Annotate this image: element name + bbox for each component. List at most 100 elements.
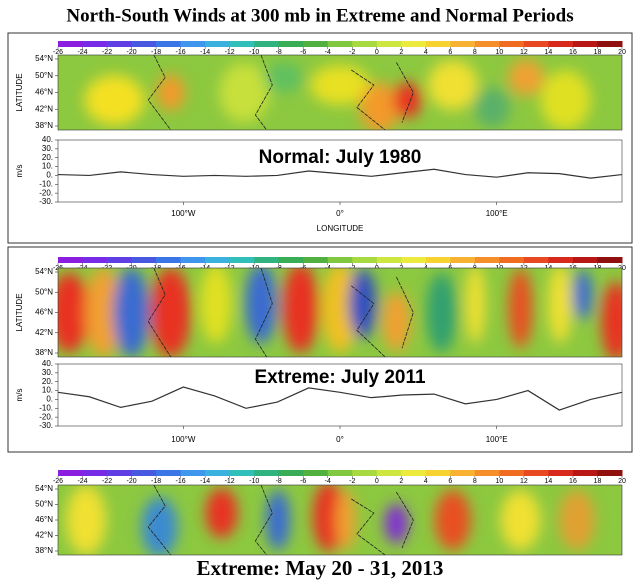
colorbar-segment	[156, 41, 182, 47]
colorbar-segment	[156, 470, 182, 476]
wind-cell	[312, 485, 345, 552]
y-tick-label: -20.	[39, 412, 53, 421]
y-tick-label: -10.	[39, 179, 53, 188]
colorbar-segment	[180, 257, 206, 263]
lat-label: 46°N	[35, 515, 53, 524]
lat-label: 50°N	[35, 500, 53, 509]
x-tick-label: 100°W	[171, 435, 196, 444]
colorbar-label: 4	[424, 478, 428, 485]
colorbar-label: -18	[151, 49, 161, 56]
colorbar-segment	[572, 257, 598, 263]
lat-label: 38°N	[35, 348, 53, 357]
lat-label: 50°N	[35, 71, 53, 80]
wind-cell	[572, 269, 593, 320]
caption: Extreme: May 20 - 31, 2013	[197, 556, 444, 580]
colorbar-label: -16	[176, 49, 186, 56]
colorbar-label: 20	[618, 49, 626, 56]
colorbar-segment	[499, 41, 525, 47]
colorbar-label: -4	[325, 478, 331, 485]
colorbar-segment	[450, 257, 476, 263]
wind-cell	[263, 62, 304, 93]
colorbar-segment	[180, 470, 206, 476]
lat-label: 54°N	[35, 54, 53, 63]
colorbar-label: -8	[276, 478, 282, 485]
colorbar-segment	[131, 41, 157, 47]
colorbar-segment	[352, 41, 378, 47]
colorbar-label: -4	[325, 49, 331, 56]
y-tick-label: 20.	[42, 377, 53, 386]
colorbar-label: 6	[448, 478, 452, 485]
map-field	[84, 59, 591, 130]
colorbar-label: -6	[300, 49, 306, 56]
colorbar-label: 20	[618, 478, 626, 485]
colorbar-label: -8	[276, 49, 282, 56]
colorbar-label: 18	[594, 478, 602, 485]
panel-frame	[7, 32, 633, 244]
colorbar-segment	[278, 41, 304, 47]
x-tick-label: 0°	[336, 209, 344, 218]
colorbar-label: 10	[495, 478, 503, 485]
colorbar-segment	[327, 470, 353, 476]
colorbar-label: 6	[448, 49, 452, 56]
y-axis-label: m/s	[15, 165, 24, 178]
colorbar-segment	[499, 257, 525, 263]
colorbar-segment	[425, 257, 451, 263]
colorbar-segment	[523, 257, 549, 263]
annotation: Normal: July 1980	[259, 147, 422, 168]
colorbar-segment	[474, 257, 500, 263]
wind-cell	[84, 75, 145, 125]
colorbar-segment	[401, 257, 427, 263]
colorbar-segment	[254, 257, 280, 263]
colorbar-segment	[205, 41, 231, 47]
wind-line	[57, 386, 623, 411]
colorbar-segment	[548, 257, 574, 263]
coastline	[147, 268, 414, 357]
colorbar-segment	[401, 41, 427, 47]
colorbar-label: 16	[569, 49, 577, 56]
colorbar-label: -16	[176, 478, 186, 485]
map-field	[66, 485, 595, 555]
colorbar-segment	[597, 257, 623, 263]
colorbar-segment	[180, 41, 206, 47]
colorbar-segment	[548, 41, 574, 47]
colorbar-segment	[229, 257, 255, 263]
colorbar-segment	[82, 470, 108, 476]
colorbar-label: -2	[349, 49, 355, 56]
colorbar-segment	[572, 470, 598, 476]
colorbar-label: -24	[77, 478, 87, 485]
colorbar-label: -14	[200, 49, 210, 56]
wind-cell	[547, 268, 572, 344]
wind-cell	[601, 281, 622, 357]
colorbar-segment	[205, 257, 231, 263]
wind-cell	[265, 490, 290, 550]
map	[58, 485, 622, 555]
wind-cell	[156, 74, 185, 111]
colorbar-segment	[229, 470, 255, 476]
map-field	[58, 268, 622, 357]
colorbar-label: 8	[473, 49, 477, 56]
x-axis-label: LONGITUDE	[317, 224, 364, 233]
wind-cell	[66, 485, 107, 555]
wind-cell	[474, 87, 511, 128]
wind-cell	[393, 82, 422, 118]
colorbar-label: 10	[495, 49, 503, 56]
colorbar-segment	[303, 470, 329, 476]
colorbar-segment	[82, 257, 108, 263]
wind-cell	[348, 268, 377, 339]
x-tick-label: 0°	[336, 435, 344, 444]
y-tick-label: -10.	[39, 403, 53, 412]
wind-cell	[426, 272, 457, 353]
colorbar-label: -14	[200, 478, 210, 485]
colorbar-segment	[254, 470, 280, 476]
map	[58, 268, 622, 357]
wind-cell	[382, 291, 411, 352]
wind-cell	[141, 497, 178, 555]
y-tick-label: -30.	[39, 197, 53, 206]
colorbar-label: -22	[102, 478, 112, 485]
colorbar-segment	[572, 41, 598, 47]
annotation: Extreme: July 2011	[254, 367, 426, 388]
colorbar-segment	[131, 470, 157, 476]
colorbar-label: 4	[424, 49, 428, 56]
colorbar-segment	[376, 257, 402, 263]
y-tick-label: -30.	[39, 421, 53, 430]
